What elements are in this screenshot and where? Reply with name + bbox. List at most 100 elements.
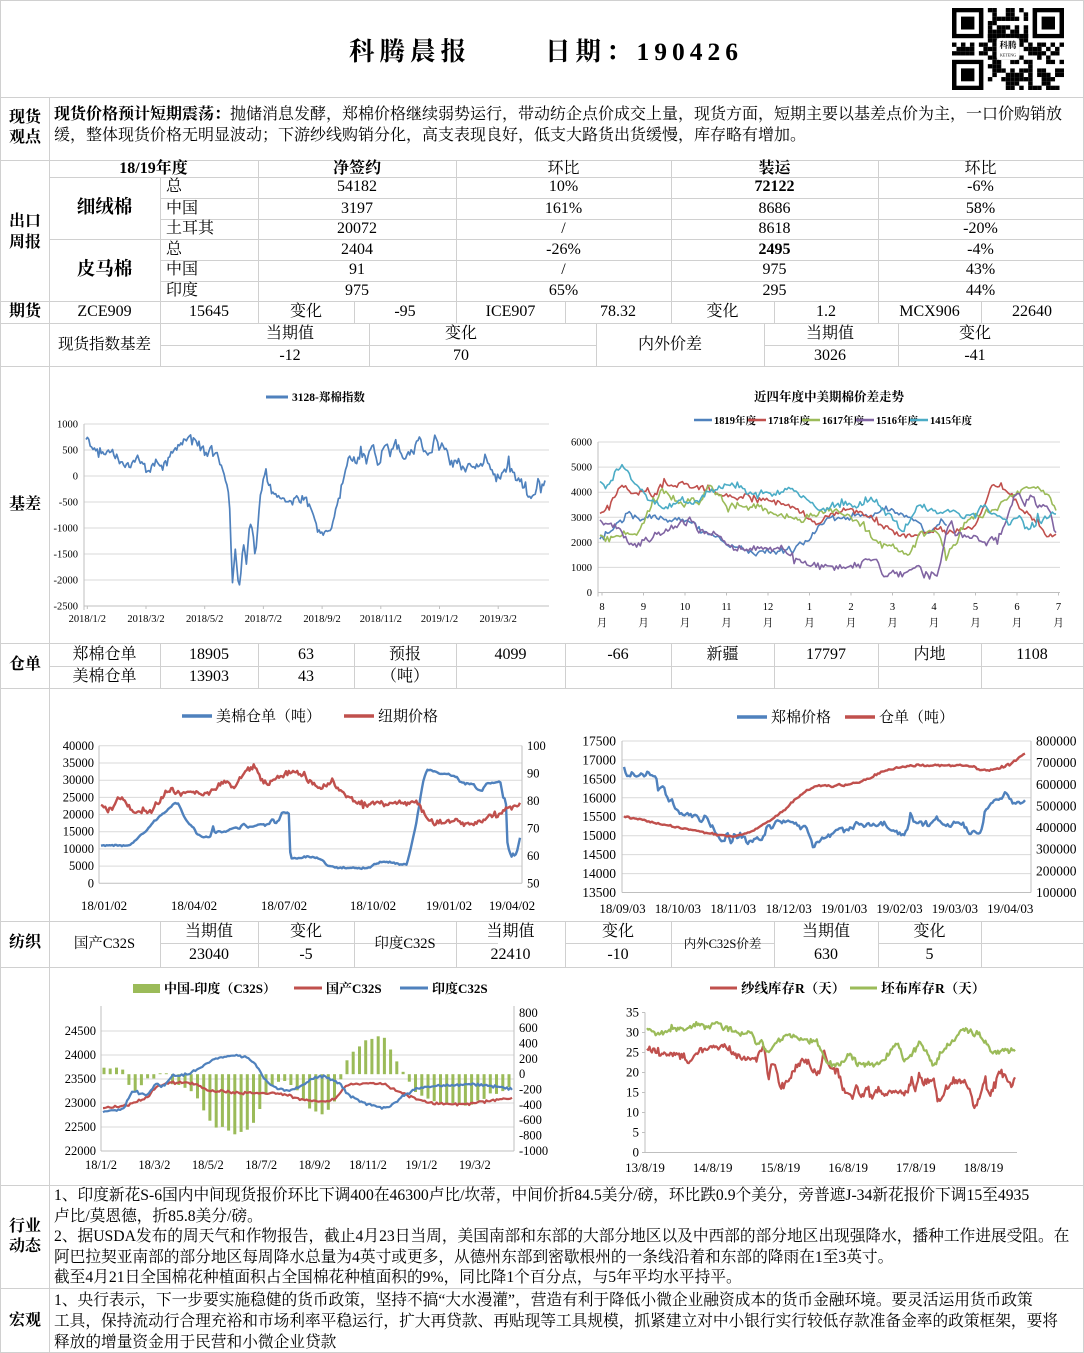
svg-text:2018/3/2: 2018/3/2 [127,614,164,625]
svg-text:-500: -500 [59,498,78,509]
svg-text:月: 月 [929,617,940,629]
svg-text:1000: 1000 [57,420,78,431]
svg-text:1617年度: 1617年度 [822,414,864,427]
svg-text:0: 0 [88,876,94,890]
svg-text:2019/1/2: 2019/1/2 [421,614,458,625]
svg-text:-600: -600 [519,1113,542,1127]
svg-text:-1000: -1000 [54,524,79,535]
svg-text:印度C32S: 印度C32S [432,981,488,996]
svg-text:500: 500 [62,446,78,457]
svg-text:坯布库存R（天）: 坯布库存R（天） [881,980,985,996]
svg-text:2: 2 [848,602,853,613]
svg-text:7: 7 [1056,602,1061,613]
svg-text:800: 800 [519,1006,538,1020]
svg-text:19/01/03: 19/01/03 [821,901,867,916]
svg-text:仓单（吨）: 仓单（吨） [879,709,954,726]
svg-text:-1500: -1500 [54,550,79,561]
svg-text:18/11/2: 18/11/2 [349,1158,387,1172]
svg-text:2018/9/2: 2018/9/2 [303,614,340,625]
svg-text:15000: 15000 [63,825,94,839]
svg-text:3000: 3000 [571,513,592,524]
svg-text:9: 9 [641,602,646,613]
svg-text:2019/3/2: 2019/3/2 [480,614,517,625]
svg-text:17/8/19: 17/8/19 [896,1160,936,1175]
svg-text:18/3/2: 18/3/2 [138,1158,170,1172]
svg-text:200: 200 [519,1052,538,1066]
svg-text:2000: 2000 [571,538,592,549]
svg-text:25000: 25000 [63,790,94,804]
svg-text:1516年度: 1516年度 [876,414,918,427]
svg-text:5: 5 [973,602,978,613]
svg-text:15/8/19: 15/8/19 [761,1160,801,1175]
svg-text:月: 月 [804,617,815,629]
svg-text:中国-印度（C32S）: 中国-印度（C32S） [164,981,276,996]
svg-text:3: 3 [890,602,895,613]
svg-text:20000: 20000 [63,808,94,822]
svg-text:美棉仓单（吨）: 美棉仓单（吨） [216,708,321,725]
svg-text:13/8/19: 13/8/19 [625,1160,665,1175]
svg-text:400000: 400000 [1036,820,1077,835]
svg-text:2018/11/2: 2018/11/2 [360,614,402,625]
svg-text:0: 0 [73,472,78,483]
svg-text:800000: 800000 [1036,734,1077,749]
svg-text:5: 5 [633,1125,640,1140]
svg-text:-400: -400 [519,1098,542,1112]
svg-text:16/8/19: 16/8/19 [828,1160,868,1175]
svg-text:19/03/03: 19/03/03 [932,901,978,916]
svg-text:18/8/19: 18/8/19 [964,1160,1004,1175]
svg-text:科腾: 科腾 [999,40,1017,50]
svg-text:100: 100 [527,739,546,753]
svg-text:月: 月 [1012,617,1023,629]
svg-text:2018/5/2: 2018/5/2 [186,614,223,625]
svg-text:4: 4 [931,602,937,613]
svg-text:国产C32S: 国产C32S [326,981,382,996]
svg-text:60: 60 [527,849,540,863]
svg-text:纱线库存R（天）: 纱线库存R（天） [741,980,845,996]
svg-text:月: 月 [887,617,898,629]
svg-text:8: 8 [599,602,604,613]
svg-text:月: 月 [721,617,732,629]
svg-text:50: 50 [527,876,540,890]
svg-text:近四年度中美期棉价差走势: 近四年度中美期棉价差走势 [754,389,905,404]
svg-text:1415年度: 1415年度 [930,414,972,427]
svg-text:-800: -800 [519,1129,542,1143]
svg-text:纽期价格: 纽期价格 [378,707,438,725]
svg-text:0: 0 [519,1067,525,1081]
svg-text:16500: 16500 [582,771,616,786]
svg-text:30: 30 [626,1025,639,1040]
svg-text:17500: 17500 [582,734,616,749]
svg-text:18/10/03: 18/10/03 [655,901,701,916]
svg-text:18/12/03: 18/12/03 [766,901,812,916]
svg-text:14/8/19: 14/8/19 [693,1160,733,1175]
svg-text:40000: 40000 [63,739,94,753]
svg-text:10: 10 [626,1105,639,1120]
svg-text:19/1/2: 19/1/2 [405,1158,437,1172]
svg-text:14500: 14500 [582,847,616,862]
svg-text:4000: 4000 [571,488,592,499]
svg-text:200000: 200000 [1036,863,1077,878]
svg-text:70: 70 [527,821,540,835]
svg-text:18/01/02: 18/01/02 [81,898,127,913]
svg-text:500000: 500000 [1036,798,1077,813]
svg-text:10000: 10000 [63,842,94,856]
svg-text:25: 25 [626,1045,639,1060]
svg-text:2018/7/2: 2018/7/2 [245,614,282,625]
svg-text:35000: 35000 [63,756,94,770]
svg-text:22000: 22000 [65,1144,96,1158]
svg-text:17000: 17000 [582,752,616,767]
svg-text:19/04/03: 19/04/03 [987,901,1033,916]
svg-text:月: 月 [846,617,857,629]
svg-text:19/02/03: 19/02/03 [876,901,922,916]
svg-text:12: 12 [763,602,774,613]
svg-text:700000: 700000 [1036,755,1077,770]
svg-text:18/11/03: 18/11/03 [710,901,756,916]
svg-text:24000: 24000 [65,1048,96,1062]
svg-text:0: 0 [633,1145,640,1160]
svg-text:月: 月 [680,617,691,629]
svg-text:20: 20 [626,1065,639,1080]
svg-text:月: 月 [763,617,774,629]
svg-text:6000: 6000 [571,438,592,449]
svg-text:-2500: -2500 [54,602,79,613]
svg-text:14000: 14000 [582,866,616,881]
svg-text:1: 1 [807,602,812,613]
